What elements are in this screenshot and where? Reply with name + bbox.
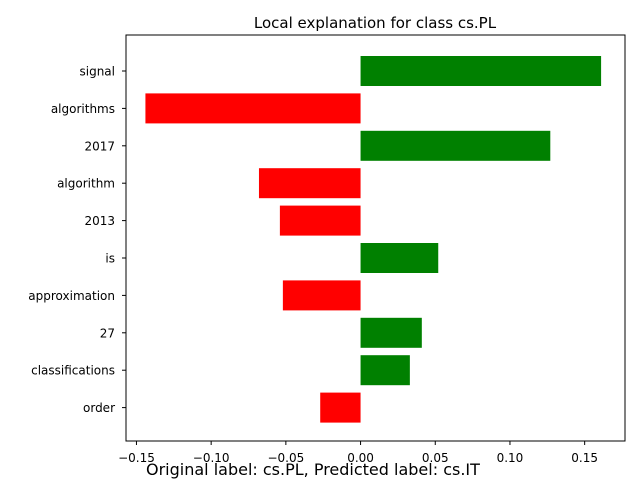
y-tick-label: classifications xyxy=(31,364,115,378)
y-tick-label: signal xyxy=(80,65,116,79)
x-tick-label: 0.10 xyxy=(497,451,524,465)
bar-algorithm xyxy=(258,168,361,199)
x-tick-label: 0.00 xyxy=(347,451,374,465)
plot-area-frame xyxy=(125,34,626,442)
y-tick-label: approximation xyxy=(28,289,115,303)
chart-title: Local explanation for class cs.PL xyxy=(254,14,497,32)
x-tick-label: −0.15 xyxy=(118,451,155,465)
y-tick-label: is xyxy=(105,252,115,266)
bar-is xyxy=(360,243,439,273)
bar-classifications xyxy=(360,355,410,386)
chart-caption: Original label: cs.PL, Predicted label: … xyxy=(146,460,480,479)
y-tick-label: 27 xyxy=(100,326,115,340)
x-axis-ticks: −0.15 −0.10 −0.05 0.00 0.05 0.10 0.15 xyxy=(118,441,598,465)
bars-group xyxy=(145,56,602,423)
bar-approximation xyxy=(282,280,361,311)
x-tick-label: −0.10 xyxy=(193,451,230,465)
y-tick-label: algorithms xyxy=(51,102,115,116)
y-axis-ticks: signal algorithms 2017 algorithm 2013 is appro… xyxy=(28,65,126,415)
bar-order xyxy=(320,392,361,423)
x-tick-label: 0.05 xyxy=(422,451,449,465)
y-tick-label: 2017 xyxy=(84,139,115,153)
y-tick-label: order xyxy=(83,401,115,415)
y-tick-label: algorithm xyxy=(57,177,115,191)
x-tick-label: −0.05 xyxy=(267,451,304,465)
x-tick-label: 0.15 xyxy=(571,451,598,465)
bar-2013 xyxy=(279,205,361,236)
bar-27 xyxy=(360,317,422,348)
bar-2017 xyxy=(360,130,551,161)
y-tick-label: 2013 xyxy=(84,214,115,228)
bar-signal xyxy=(360,56,602,86)
bar-algorithms xyxy=(145,93,361,124)
